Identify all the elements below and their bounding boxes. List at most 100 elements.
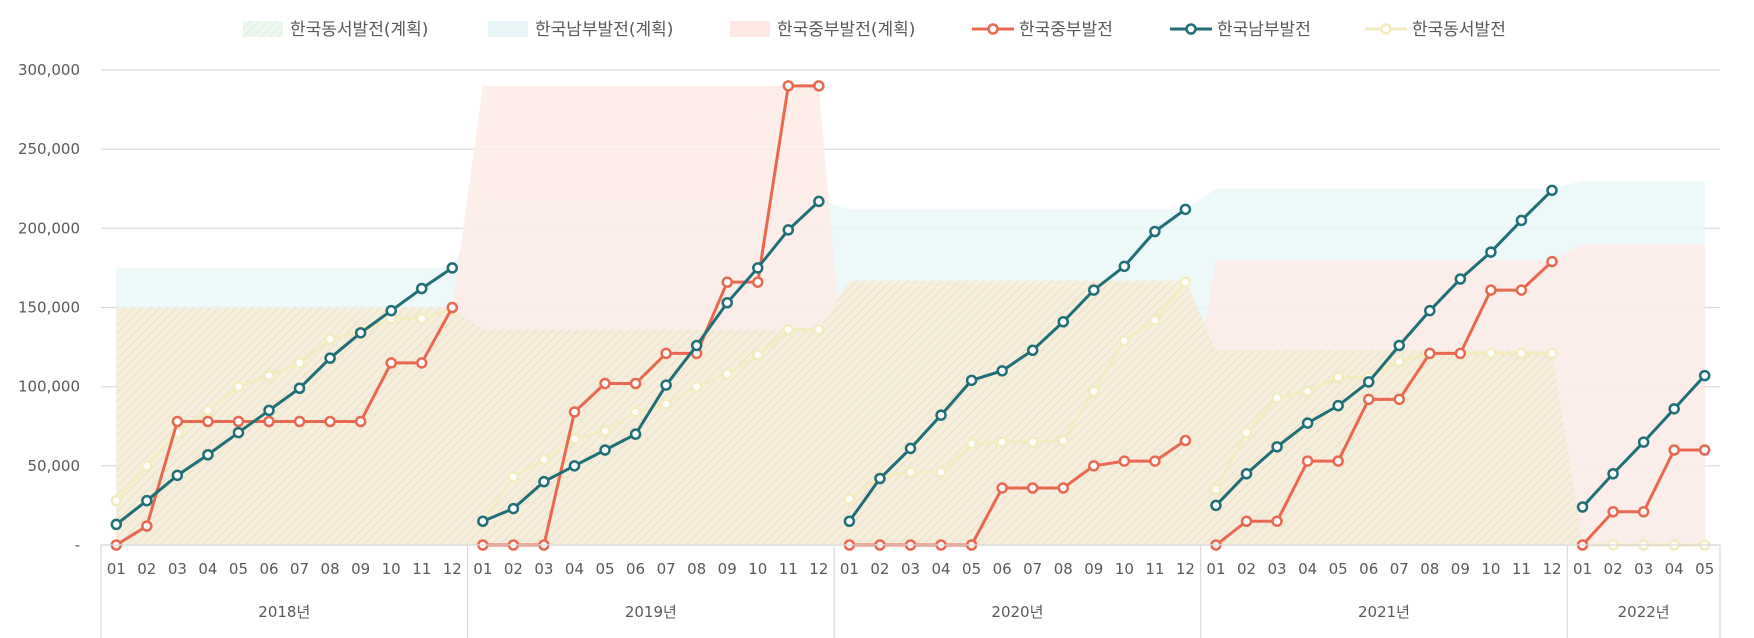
x-tick-label: 08: [1054, 560, 1073, 578]
data-point: [568, 460, 581, 472]
data-point: [813, 195, 825, 208]
data-point: [1393, 393, 1406, 406]
x-tick-label: 10: [748, 560, 767, 578]
legend-item: 한국동서발전: [1365, 20, 1506, 40]
data-point: [599, 425, 611, 437]
data-point: [782, 224, 795, 236]
data-point: [1271, 515, 1283, 527]
x-tick-label: 01: [473, 560, 492, 578]
data-point: [1088, 460, 1100, 472]
legend-label: 한국동서발전: [1412, 20, 1506, 40]
data-point: [415, 357, 428, 369]
data-point: [1668, 444, 1680, 456]
data-point: [1179, 434, 1192, 447]
y-tick-label: 100,000: [18, 378, 80, 396]
data-point: [721, 297, 733, 309]
data-point: [354, 415, 367, 428]
x-tick-label: 07: [1390, 560, 1409, 578]
x-tick-label: 10: [1115, 560, 1134, 578]
x-tick-label: 04: [1298, 560, 1317, 578]
data-point: [232, 426, 245, 439]
data-point: [996, 365, 1008, 377]
data-point: [415, 282, 428, 295]
x-tick-label: 02: [137, 560, 156, 578]
data-point: [324, 415, 336, 428]
data-point: [1118, 335, 1131, 347]
data-point: [141, 460, 153, 472]
data-point: [1301, 385, 1314, 398]
data-point: [660, 398, 672, 410]
x-tick-label: 04: [932, 560, 951, 578]
data-point: [354, 327, 367, 339]
data-point: [1271, 441, 1283, 453]
legend-item: 한국중부발전: [972, 20, 1113, 40]
legend-swatch: [488, 21, 528, 37]
x-tick-label: 06: [1359, 560, 1378, 578]
data-point: [1698, 444, 1711, 456]
data-point: [1118, 260, 1131, 273]
x-tick-label: 09: [1451, 560, 1470, 578]
data-point: [263, 369, 275, 382]
data-point: [1454, 273, 1467, 285]
data-point: [782, 80, 795, 92]
data-point: [629, 428, 642, 440]
x-tick-label: 03: [1268, 560, 1287, 578]
data-point: [1057, 482, 1069, 494]
x-tick-label: 01: [1206, 560, 1225, 578]
data-point: [1362, 376, 1375, 388]
data-point: [843, 515, 856, 527]
data-point: [1546, 347, 1558, 360]
data-point: [1454, 347, 1467, 360]
data-point: [171, 415, 184, 428]
data-point: [568, 406, 581, 418]
data-point: [752, 262, 764, 274]
data-point: [1057, 434, 1069, 447]
data-point: [1210, 483, 1222, 496]
data-point: [507, 471, 520, 483]
x-tick-label: 12: [809, 560, 828, 578]
data-point: [629, 406, 642, 418]
legend: 한국동서발전(계획) 한국남부발전(계획) 한국중부발전(계획) 한국중부발전 한국남부…: [243, 20, 1506, 40]
data-point: [996, 436, 1008, 448]
data-point: [415, 312, 428, 325]
x-tick-label: 12: [443, 560, 462, 578]
year-label: 2020년: [991, 603, 1043, 621]
data-point: [1485, 246, 1497, 258]
data-point: [1698, 369, 1711, 382]
data-point: [996, 482, 1008, 494]
data-point: [1179, 276, 1192, 288]
data-point: [1668, 403, 1680, 415]
data-point: [1393, 355, 1406, 368]
data-point: [1424, 304, 1436, 317]
legend-item: 한국동서발전(계획): [243, 20, 428, 40]
data-point: [660, 347, 672, 360]
data-point: [752, 276, 764, 288]
data-point: [446, 301, 459, 314]
data-point: [171, 469, 184, 482]
x-tick-label: 10: [382, 560, 401, 578]
data-point: [1515, 214, 1528, 227]
legend-marker: [1185, 23, 1197, 35]
x-tick-label: 09: [1084, 560, 1103, 578]
data-point: [874, 472, 886, 485]
data-point: [904, 442, 917, 455]
x-tick-label: 07: [1023, 560, 1042, 578]
data-point: [1485, 347, 1497, 360]
x-tick-label: 04: [198, 560, 217, 578]
x-tick-label: 09: [351, 560, 370, 578]
data-point: [141, 520, 153, 532]
x-tick-label: 11: [1145, 560, 1164, 578]
data-point: [1271, 392, 1283, 404]
x-tick-label: 05: [962, 560, 981, 578]
data-point: [1424, 347, 1436, 360]
series-line-segment: [848, 208, 1187, 523]
legend-label: 한국남부발전(계획): [535, 20, 673, 40]
data-point: [1240, 515, 1253, 527]
y-tick-label: 200,000: [18, 219, 80, 237]
data-point: [1240, 468, 1253, 480]
legend-label: 한국동서발전(계획): [290, 20, 428, 40]
x-tick-label: 09: [718, 560, 737, 578]
data-point: [629, 377, 642, 390]
